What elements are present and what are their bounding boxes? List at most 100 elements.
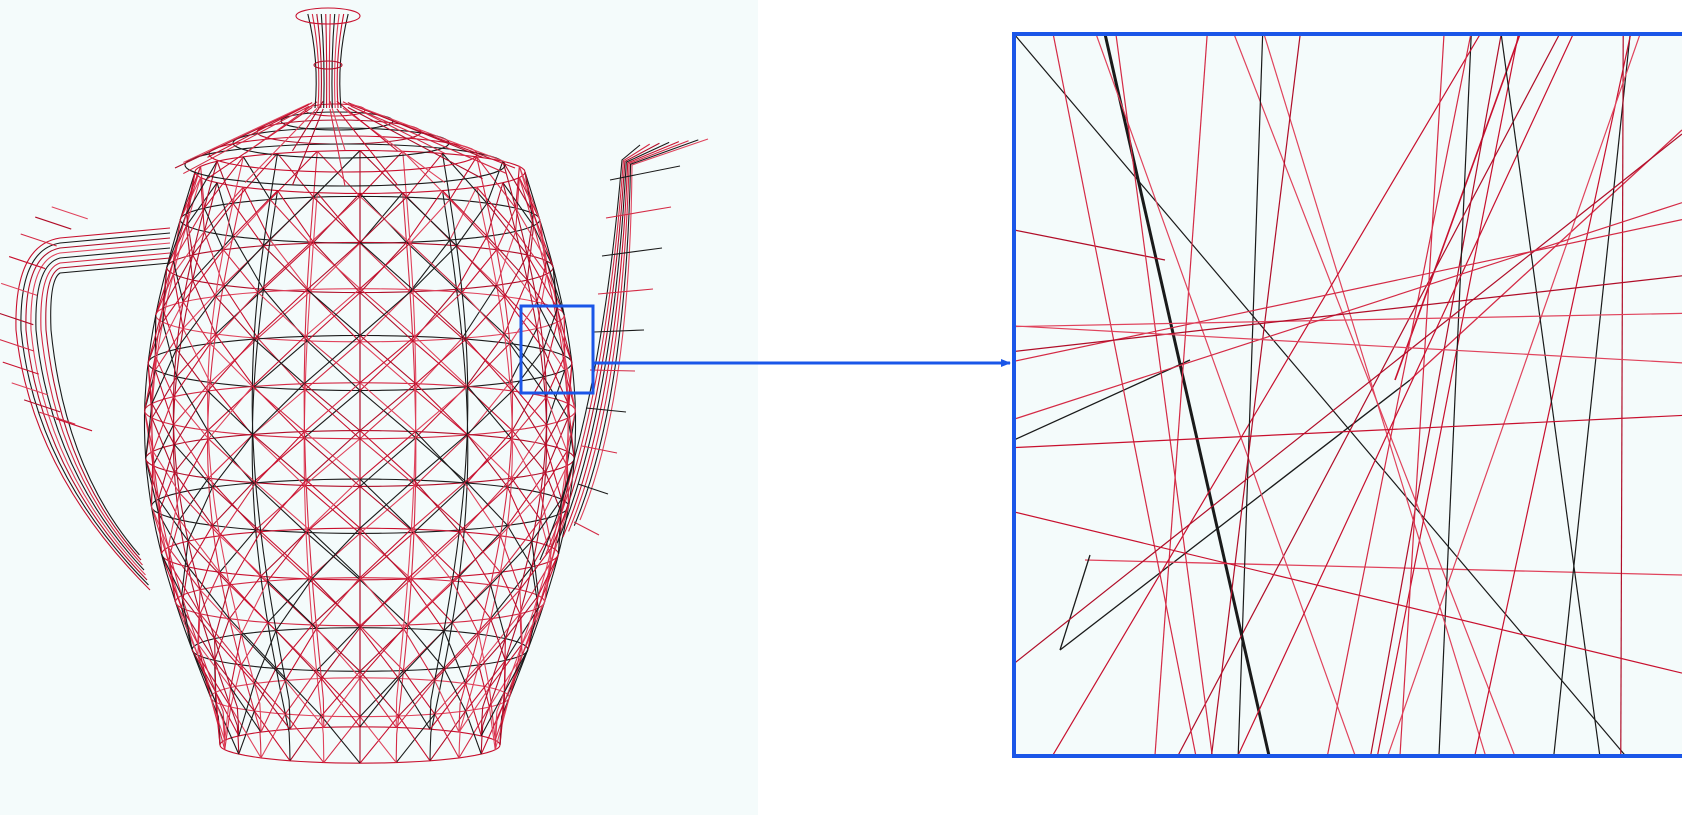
body-diagonal [304, 389, 361, 440]
teapot-wireframe [0, 7, 709, 764]
body-diagonal [185, 160, 218, 214]
zoom-edge [1326, 34, 1472, 756]
body-diagonal [509, 382, 547, 426]
handle-line [25, 237, 171, 581]
body-diagonal [199, 589, 242, 635]
body-diagonal [197, 589, 201, 644]
zoom-edge [1014, 511, 1682, 674]
zoom-edge [1237, 34, 1264, 756]
body-diagonal [359, 438, 416, 486]
body-diagonal [152, 396, 174, 452]
body-diagonal [181, 595, 216, 639]
body-diagonal [230, 633, 242, 688]
body-diagonal [215, 692, 221, 746]
body-diagonal [359, 241, 414, 291]
body-diagonal [486, 161, 504, 204]
lid-spoke [350, 103, 507, 163]
body-diagonal [277, 190, 314, 243]
body-diagonal [443, 668, 467, 712]
body-diagonal [309, 242, 361, 293]
body-diagonal [309, 242, 361, 290]
body-diagonal [253, 668, 277, 712]
body-diagonal [275, 578, 313, 631]
body-diagonal [545, 403, 569, 445]
knob-line [339, 13, 349, 109]
body-diagonal [359, 677, 397, 728]
body-diagonal [320, 678, 361, 728]
lid-spoke [336, 100, 398, 152]
body-diagonal [150, 451, 154, 507]
body-diagonal [303, 437, 361, 487]
handle-ring [55, 418, 93, 432]
spout-ring [605, 206, 672, 219]
handle-ring [2, 361, 39, 375]
body-diagonal [536, 260, 548, 303]
body-diagonal [411, 482, 465, 530]
zoom-edge [1095, 34, 1356, 756]
body-diagonal [488, 654, 523, 708]
zoom-edge [1059, 554, 1091, 651]
spout-ring [581, 445, 618, 454]
body-diagonal [531, 541, 539, 596]
body-diagonal [289, 715, 322, 762]
body-diagonal [449, 199, 498, 251]
body-diagonal [311, 578, 361, 629]
handle-ring [11, 382, 48, 396]
body-diagonal [536, 273, 548, 329]
body-diagonal [155, 260, 174, 316]
body-diagonal [145, 403, 153, 459]
body-diagonal [395, 713, 436, 763]
body-diagonal [304, 484, 361, 534]
body-diagonal [316, 670, 361, 718]
zoom-edge [1553, 34, 1631, 756]
zoom-edge [1387, 34, 1641, 756]
body-diagonal [267, 528, 310, 582]
zoom-edge [1620, 34, 1624, 756]
body-diagonal [199, 613, 242, 666]
body-diagonal [552, 267, 558, 309]
zoom-edge [1059, 379, 1411, 651]
lid-spoke [291, 108, 324, 186]
body-diagonal [181, 595, 193, 650]
body-diagonal [526, 213, 535, 256]
body-diagonal [208, 477, 257, 531]
body-diagonal [151, 417, 175, 473]
body-diagonal [251, 335, 306, 387]
lid-spoke [183, 103, 310, 163]
body-diagonal [304, 341, 361, 391]
zoom-edge [1376, 34, 1519, 756]
zoom-edge [1263, 34, 1487, 756]
body-diagonal [461, 337, 511, 383]
body-diagonal [359, 479, 415, 529]
body-diagonal [490, 540, 533, 586]
body-diagonal [308, 532, 361, 580]
knob-line [307, 13, 317, 109]
body-diagonal [185, 182, 218, 227]
body-diagonal [240, 633, 286, 681]
body-diagonal [467, 343, 511, 387]
zoom-edge [1014, 275, 1682, 353]
body-diagonal [490, 618, 506, 661]
body-diagonal [566, 410, 576, 452]
body-diagonal [463, 438, 512, 484]
zoom-edge [1115, 34, 1213, 756]
body-diagonal [257, 291, 306, 337]
body-diagonal [461, 291, 511, 344]
handle-line [40, 252, 171, 566]
body-diagonal [269, 150, 318, 200]
body-diagonal [359, 628, 404, 679]
body-diagonal [284, 680, 325, 728]
lid-spoke [291, 100, 324, 152]
spout-ring [597, 288, 654, 295]
body-diagonal [178, 438, 209, 493]
body-diagonal [253, 340, 308, 388]
body-diagonal [255, 431, 305, 484]
zoom-edge [1500, 34, 1601, 756]
knob-line [331, 13, 336, 109]
body-diagonal [359, 670, 404, 718]
handle-ring [23, 399, 61, 413]
spout-line [573, 139, 699, 526]
body-diagonal [316, 628, 361, 679]
body-diagonal [216, 161, 234, 204]
body-diagonal [496, 231, 517, 286]
